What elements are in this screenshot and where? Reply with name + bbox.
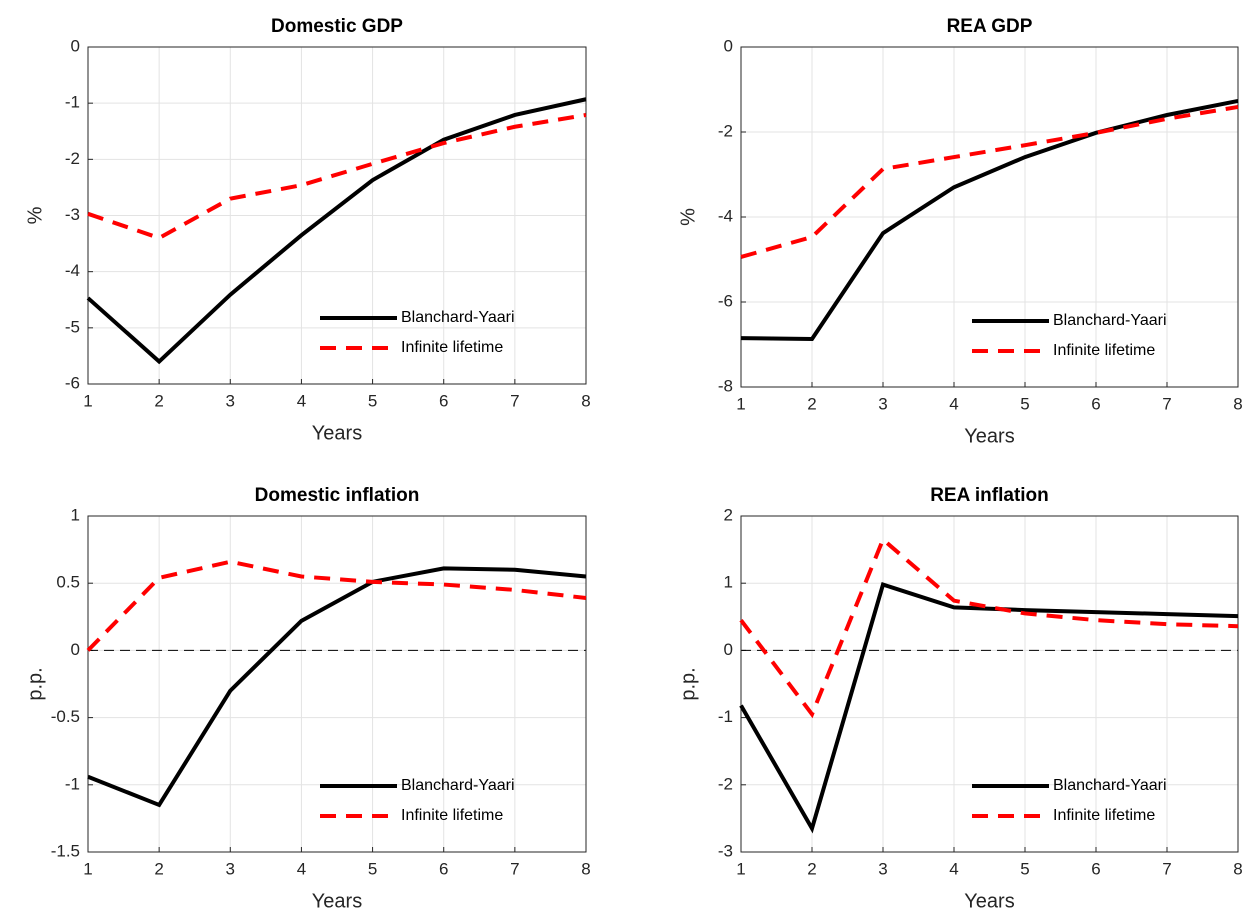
- series-line: [740, 99, 1239, 341]
- subplot: 1 2 3 4 5 6 7 8 -8 -6 -4 -2 0 Blanchard-Yaari Infinite…: [677, 16, 1242, 447]
- x-axis-label: Years: [964, 425, 1014, 447]
- x-tick-label: 2: [807, 859, 816, 878]
- x-tick-label: 6: [439, 859, 448, 878]
- series-line: [87, 112, 587, 241]
- y-tick-label: -2: [718, 774, 733, 793]
- x-tick-label: 5: [1020, 394, 1029, 413]
- subplot-title: Domestic GDP: [271, 16, 403, 37]
- y-tick-label: 0: [71, 640, 80, 659]
- y-axis-label: p.p.: [677, 667, 699, 700]
- x-tick-label: 1: [83, 859, 92, 878]
- legend-label: Blanchard-Yaari: [401, 309, 515, 326]
- x-tick-label: 7: [510, 859, 519, 878]
- y-tick-label: -0.5: [51, 707, 80, 726]
- x-tick-label: 4: [297, 859, 306, 878]
- x-tick-label: 3: [226, 859, 235, 878]
- series-line: [740, 104, 1239, 259]
- y-tick-label: 1: [71, 505, 80, 524]
- legend-label: Infinite lifetime: [1053, 807, 1155, 824]
- subplot-title: REA inflation: [930, 485, 1049, 506]
- x-tick-label: 4: [949, 394, 958, 413]
- y-tick-label: -2: [65, 149, 80, 168]
- x-axis-label: Years: [964, 890, 1014, 912]
- x-tick-label: 7: [1162, 394, 1171, 413]
- x-tick-label: 5: [368, 391, 377, 410]
- y-tick-label: -8: [718, 376, 733, 395]
- y-tick-label: -1: [65, 774, 80, 793]
- subplot: 1 2 3 4 5 6 7 8 -1.5 -1 -0.5 0 0.5 1 Blanchard-Yaari In…: [24, 485, 590, 912]
- y-tick-label: -6: [65, 373, 80, 392]
- x-tick-label: 8: [1233, 394, 1242, 413]
- subplot-title: REA GDP: [947, 16, 1033, 37]
- y-tick-label: -6: [718, 291, 733, 310]
- x-tick-label: 4: [949, 859, 958, 878]
- x-axis-label: Years: [312, 422, 362, 444]
- y-tick-label: -5: [65, 317, 80, 336]
- axes-box: [740, 515, 1239, 853]
- x-tick-label: 8: [1233, 859, 1242, 878]
- y-tick-label: 0: [71, 36, 80, 55]
- x-tick-label: 6: [439, 391, 448, 410]
- x-axis-label: Years: [312, 890, 362, 912]
- y-tick-label: 0: [724, 640, 733, 659]
- x-tick-label: 4: [297, 391, 306, 410]
- y-tick-label: 1: [724, 573, 733, 592]
- y-axis-label: %: [24, 206, 46, 224]
- y-tick-label: -1: [718, 707, 733, 726]
- legend-label: Infinite lifetime: [401, 339, 503, 356]
- x-tick-label: 3: [878, 394, 887, 413]
- x-tick-label: 7: [1162, 859, 1171, 878]
- y-tick-label: -3: [718, 841, 733, 860]
- series-line: [87, 566, 587, 808]
- y-tick-label: -1.5: [51, 841, 80, 860]
- legend-label: Blanchard-Yaari: [1053, 777, 1167, 794]
- axes-box: [87, 515, 587, 853]
- legend-label: Blanchard-Yaari: [1053, 312, 1167, 329]
- x-tick-label: 2: [154, 391, 163, 410]
- x-tick-label: 1: [83, 391, 92, 410]
- legend-label: Blanchard-Yaari: [401, 777, 515, 794]
- y-axis-label: p.p.: [24, 667, 46, 700]
- subplot: 1 2 3 4 5 6 7 8 -3 -2 -1 0 1 2 Blanchard-Yaari Infinite…: [677, 485, 1242, 912]
- y-axis-label: %: [677, 208, 699, 226]
- x-tick-label: 3: [226, 391, 235, 410]
- x-tick-label: 3: [878, 859, 887, 878]
- series-line: [86, 559, 587, 652]
- subplot: 1 2 3 4 5 6 7 8 -6 -5 -4 -3 -2 -1 0 Blanchard-Yaari Infi…: [24, 16, 590, 444]
- x-tick-label: 2: [154, 859, 163, 878]
- legend-label: Infinite lifetime: [1053, 342, 1155, 359]
- series-line: [739, 582, 1239, 834]
- y-tick-label: -4: [718, 206, 733, 225]
- x-tick-label: 7: [510, 391, 519, 410]
- y-tick-label: 2: [724, 505, 733, 524]
- x-tick-label: 8: [581, 859, 590, 878]
- x-tick-label: 6: [1091, 859, 1100, 878]
- x-tick-label: 8: [581, 391, 590, 410]
- y-tick-label: -2: [718, 121, 733, 140]
- series-line: [739, 536, 1239, 719]
- series-line: [86, 97, 587, 365]
- y-tick-label: 0.5: [56, 573, 80, 592]
- y-tick-label: -1: [65, 93, 80, 112]
- y-tick-label: -3: [65, 205, 80, 224]
- y-tick-label: -4: [65, 261, 80, 280]
- legend-label: Infinite lifetime: [401, 807, 503, 824]
- subplot-title: Domestic inflation: [255, 485, 420, 506]
- x-tick-label: 5: [1020, 859, 1029, 878]
- x-tick-label: 1: [736, 859, 745, 878]
- axes-box: [740, 46, 1239, 388]
- x-tick-label: 6: [1091, 394, 1100, 413]
- x-tick-label: 1: [736, 394, 745, 413]
- x-tick-label: 2: [807, 394, 816, 413]
- x-tick-label: 5: [368, 859, 377, 878]
- y-tick-label: 0: [724, 36, 733, 55]
